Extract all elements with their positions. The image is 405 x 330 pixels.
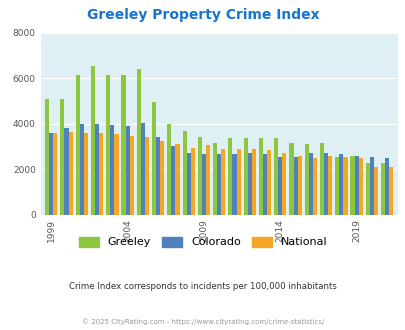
Bar (160, 141, 164, 214)
Bar (201, 154, 205, 214)
Bar (247, 153, 251, 214)
Bar (304, 144, 308, 214)
Bar (232, 154, 236, 214)
Bar (354, 155, 358, 214)
Bar (205, 145, 210, 214)
Bar (384, 158, 388, 214)
Bar (369, 157, 373, 214)
Bar (273, 139, 277, 214)
Bar (79, 124, 84, 214)
Bar (228, 139, 232, 214)
Bar (197, 137, 201, 214)
Bar (266, 150, 271, 214)
Bar (45, 99, 49, 214)
Bar (388, 167, 392, 214)
Text: © 2025 CityRating.com - https://www.cityrating.com/crime-statistics/: © 2025 CityRating.com - https://www.city… (82, 318, 323, 325)
Bar (186, 153, 190, 214)
Bar (373, 167, 377, 214)
Bar (95, 124, 99, 214)
Bar (339, 154, 343, 214)
Bar (221, 149, 225, 214)
Bar (335, 157, 339, 214)
Bar (213, 143, 217, 214)
Bar (99, 133, 103, 214)
Bar (327, 155, 331, 214)
Bar (129, 136, 134, 214)
Bar (49, 133, 53, 214)
Bar (323, 153, 327, 214)
Bar (289, 143, 293, 214)
Bar (297, 155, 301, 214)
Bar (75, 75, 79, 214)
Bar (68, 132, 72, 214)
Bar (84, 133, 88, 214)
Bar (312, 158, 316, 214)
Bar (350, 155, 354, 214)
Bar (217, 154, 221, 214)
Bar (53, 133, 58, 214)
Bar (243, 139, 247, 214)
Bar (251, 149, 255, 214)
Bar (282, 153, 286, 214)
Bar (277, 157, 282, 214)
Bar (114, 134, 118, 214)
Bar (293, 157, 297, 214)
Bar (175, 144, 179, 214)
Bar (145, 137, 149, 214)
Bar (64, 128, 68, 214)
Bar (151, 102, 156, 214)
Bar (121, 75, 125, 214)
Bar (308, 153, 312, 214)
Legend: Greeley, Colorado, National: Greeley, Colorado, National (74, 232, 331, 252)
Bar (125, 126, 129, 214)
Bar (236, 149, 240, 214)
Bar (156, 137, 160, 214)
Bar (365, 163, 369, 214)
Bar (182, 131, 186, 214)
Bar (358, 158, 362, 214)
Bar (91, 66, 95, 214)
Bar (141, 123, 145, 214)
Bar (171, 147, 175, 214)
Text: Greeley Property Crime Index: Greeley Property Crime Index (87, 8, 318, 22)
Bar (106, 75, 110, 214)
Bar (167, 124, 171, 214)
Bar (136, 69, 141, 214)
Bar (343, 157, 347, 214)
Bar (60, 99, 64, 214)
Bar (380, 163, 384, 214)
Bar (319, 143, 323, 214)
Bar (258, 139, 262, 214)
Text: Crime Index corresponds to incidents per 100,000 inhabitants: Crime Index corresponds to incidents per… (69, 282, 336, 291)
Bar (262, 154, 266, 214)
Bar (110, 125, 114, 214)
Bar (190, 148, 194, 214)
